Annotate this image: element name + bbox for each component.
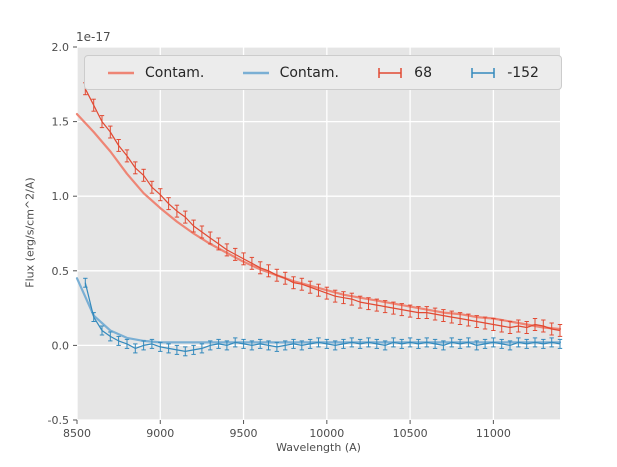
x-tick-label: 8500 (63, 427, 91, 440)
legend-line-swatch (108, 71, 134, 74)
y-axis-ticks: -0.5 0.0 0.5 1.0 1.5 2.0 (48, 41, 77, 427)
y-tick-label: 2.0 (52, 41, 70, 54)
y-tick-label: 1.5 (52, 116, 70, 129)
legend-label: Contam. (145, 64, 205, 81)
legend-label: Contam. (279, 64, 339, 81)
x-axis-label: Wavelength (A) (276, 441, 361, 454)
legend: Contam. Contam. 68 -152 (84, 55, 562, 90)
x-tick-label: 9500 (230, 427, 258, 440)
x-tick-label: 9000 (146, 427, 174, 440)
x-tick-label: 11000 (476, 427, 511, 440)
legend-item: Contam. (107, 65, 204, 81)
series-2-errorbar (83, 82, 563, 337)
y-tick-label: 0.0 (52, 339, 70, 352)
y-tick-label: 1.0 (52, 190, 70, 203)
legend-label: -152 (507, 64, 539, 81)
y-tick-label: -0.5 (48, 414, 69, 427)
legend-item: -152 (469, 65, 539, 81)
legend-item: 68 (376, 65, 432, 81)
legend-line-swatch (242, 71, 269, 74)
legend-errorbar-swatch (471, 67, 495, 78)
x-tick-label: 10000 (309, 427, 344, 440)
y-axis-offset-text: 1e-17 (76, 30, 111, 44)
y-axis-label: Flux (erg/s/cm^2/A) (23, 177, 37, 288)
legend-item: Contam. (242, 65, 339, 81)
legend-errorbar-swatch (378, 67, 402, 78)
plot-area-background (77, 47, 560, 420)
y-tick-label: 0.5 (52, 265, 70, 278)
x-tick-label: 10500 (393, 427, 428, 440)
series-3-errorbar (83, 277, 563, 357)
legend-label: 68 (414, 64, 432, 81)
x-axis-ticks: 8500 9000 9500 10000 10500 11000 (63, 420, 511, 440)
